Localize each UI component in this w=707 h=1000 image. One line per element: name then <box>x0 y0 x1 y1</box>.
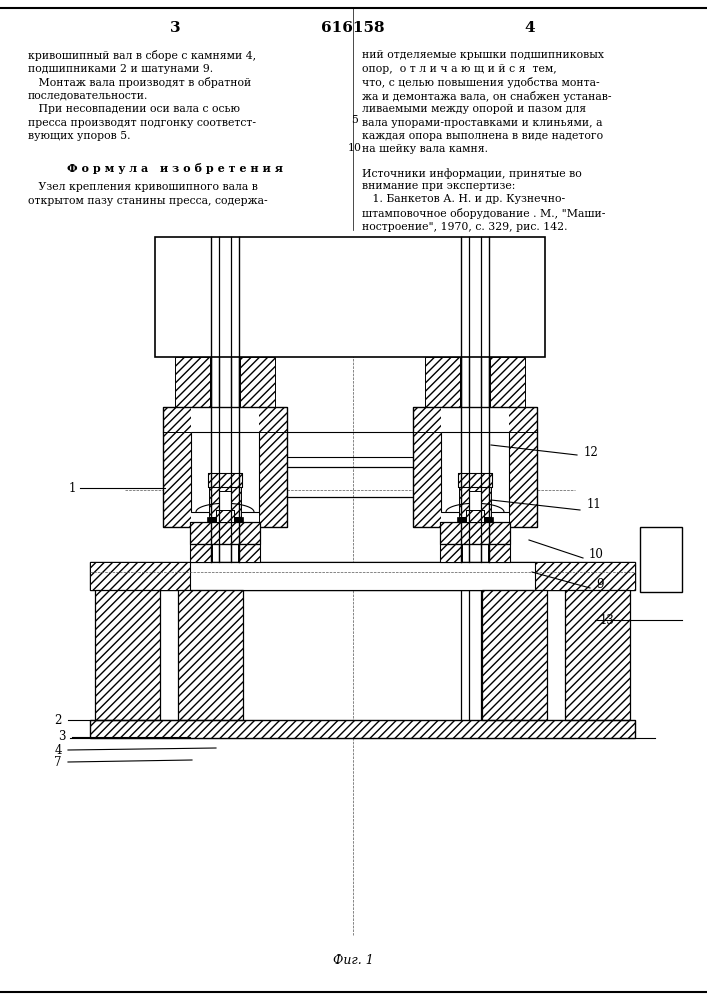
Bar <box>440 522 510 544</box>
Text: подшипниками 2 и шатунами 9.: подшипниками 2 и шатунами 9. <box>28 64 213 74</box>
Text: 3: 3 <box>170 21 180 35</box>
Bar <box>459 487 491 517</box>
Bar <box>219 491 231 513</box>
Bar <box>466 510 484 522</box>
Bar <box>95 590 160 720</box>
Bar <box>461 237 466 738</box>
Bar <box>440 544 510 562</box>
Text: 1. Банкетов А. Н. и др. Кузнечно-: 1. Банкетов А. Н. и др. Кузнечно- <box>362 194 565 205</box>
Bar <box>163 407 287 432</box>
Bar <box>490 357 525 487</box>
Bar <box>457 517 493 522</box>
Bar <box>238 544 260 562</box>
Text: ливаемыми между опорой и пазом для: ливаемыми между опорой и пазом для <box>362 104 586 114</box>
Bar <box>190 562 535 590</box>
Bar <box>178 590 243 720</box>
Text: 2: 2 <box>54 714 62 726</box>
Bar <box>191 432 259 512</box>
Text: 4: 4 <box>525 21 535 35</box>
Bar <box>209 487 241 517</box>
Text: кривошипный вал в сборе с камнями 4,: кривошипный вал в сборе с камнями 4, <box>28 50 256 61</box>
Bar <box>191 407 259 527</box>
Bar <box>190 522 260 544</box>
Text: пресса производят подгонку соответст-: пресса производят подгонку соответст- <box>28 117 256 127</box>
Text: опор,  о т л и ч а ю щ и й с я  тем,: опор, о т л и ч а ю щ и й с я тем, <box>362 64 556 74</box>
Text: последовательности.: последовательности. <box>28 91 148 101</box>
Bar <box>565 590 630 720</box>
Bar <box>441 407 509 527</box>
Bar <box>469 491 481 513</box>
Bar <box>441 432 509 512</box>
Text: 7: 7 <box>54 756 62 768</box>
Bar <box>163 407 191 527</box>
Bar <box>413 407 537 432</box>
Bar <box>440 522 510 544</box>
Bar <box>440 544 462 562</box>
Bar <box>95 590 160 720</box>
Text: Монтаж вала производят в обратной: Монтаж вала производят в обратной <box>28 77 251 88</box>
Text: 9: 9 <box>596 578 604 591</box>
Text: 5: 5 <box>351 115 358 125</box>
Text: внимание при экспертизе:: внимание при экспертизе: <box>362 181 515 191</box>
Bar <box>90 562 190 590</box>
Bar <box>458 473 492 487</box>
Text: 13: 13 <box>600 613 614 626</box>
Bar <box>211 237 216 738</box>
Text: Фиг. 1: Фиг. 1 <box>332 954 373 966</box>
Text: вующих упоров 5.: вующих упоров 5. <box>28 131 131 141</box>
Bar <box>207 517 243 522</box>
Text: на шейку вала камня.: на шейку вала камня. <box>362 144 488 154</box>
Bar <box>488 544 510 562</box>
Bar <box>90 720 635 738</box>
Text: вала упорами-проставками и клиньями, а: вала упорами-проставками и клиньями, а <box>362 117 602 127</box>
Bar <box>458 473 492 487</box>
Text: жа и демонтажа вала, он снабжен устанав-: жа и демонтажа вала, он снабжен устанав- <box>362 91 612 102</box>
Text: каждая опора выполнена в виде надетого: каждая опора выполнена в виде надетого <box>362 131 603 141</box>
Bar <box>216 510 234 522</box>
Bar <box>155 237 545 357</box>
Bar <box>163 407 287 527</box>
Bar <box>240 357 275 487</box>
Text: 616158: 616158 <box>321 21 385 35</box>
Bar <box>413 407 537 527</box>
Text: При несовпадении оси вала с осью: При несовпадении оси вала с осью <box>28 104 240 114</box>
Bar <box>466 510 484 522</box>
Bar <box>413 407 441 527</box>
Bar <box>90 562 635 590</box>
Text: 1: 1 <box>69 482 76 494</box>
Text: открытом пазу станины пресса, содержа-: открытом пазу станины пресса, содержа- <box>28 196 268 206</box>
Bar <box>216 510 234 522</box>
Text: ний отделяемые крышки подшипниковых: ний отделяемые крышки подшипниковых <box>362 50 604 60</box>
Text: 12: 12 <box>583 446 598 458</box>
Bar <box>535 562 635 590</box>
Bar <box>640 527 682 592</box>
Bar <box>175 357 210 487</box>
Bar <box>208 473 242 487</box>
Text: 3: 3 <box>58 730 66 744</box>
Bar <box>208 473 242 487</box>
Bar <box>425 357 460 487</box>
Text: Источники информации, принятые во: Источники информации, принятые во <box>362 168 582 179</box>
Bar <box>178 590 243 720</box>
Text: 10: 10 <box>348 143 362 153</box>
Text: 4: 4 <box>54 744 62 756</box>
Text: 11: 11 <box>587 498 602 512</box>
Text: 10: 10 <box>588 548 604 562</box>
Bar <box>482 590 547 720</box>
Text: ностроение", 1970, с. 329, рис. 142.: ностроение", 1970, с. 329, рис. 142. <box>362 222 568 232</box>
Bar <box>259 407 287 527</box>
Text: Ф о р м у л а   и з о б р е т е н и я: Ф о р м у л а и з о б р е т е н и я <box>67 163 283 174</box>
Bar <box>90 720 635 738</box>
Bar <box>565 590 630 720</box>
Bar <box>509 407 537 527</box>
Text: Узел крепления кривошипного вала в: Узел крепления кривошипного вала в <box>28 182 258 192</box>
Bar <box>190 522 260 544</box>
Bar <box>190 544 212 562</box>
Bar <box>190 544 260 562</box>
Bar <box>482 590 547 720</box>
Text: штамповочное оборудование . М., "Маши-: штамповочное оборудование . М., "Маши- <box>362 208 605 219</box>
Text: что, с целью повышения удобства монта-: что, с целью повышения удобства монта- <box>362 77 600 88</box>
